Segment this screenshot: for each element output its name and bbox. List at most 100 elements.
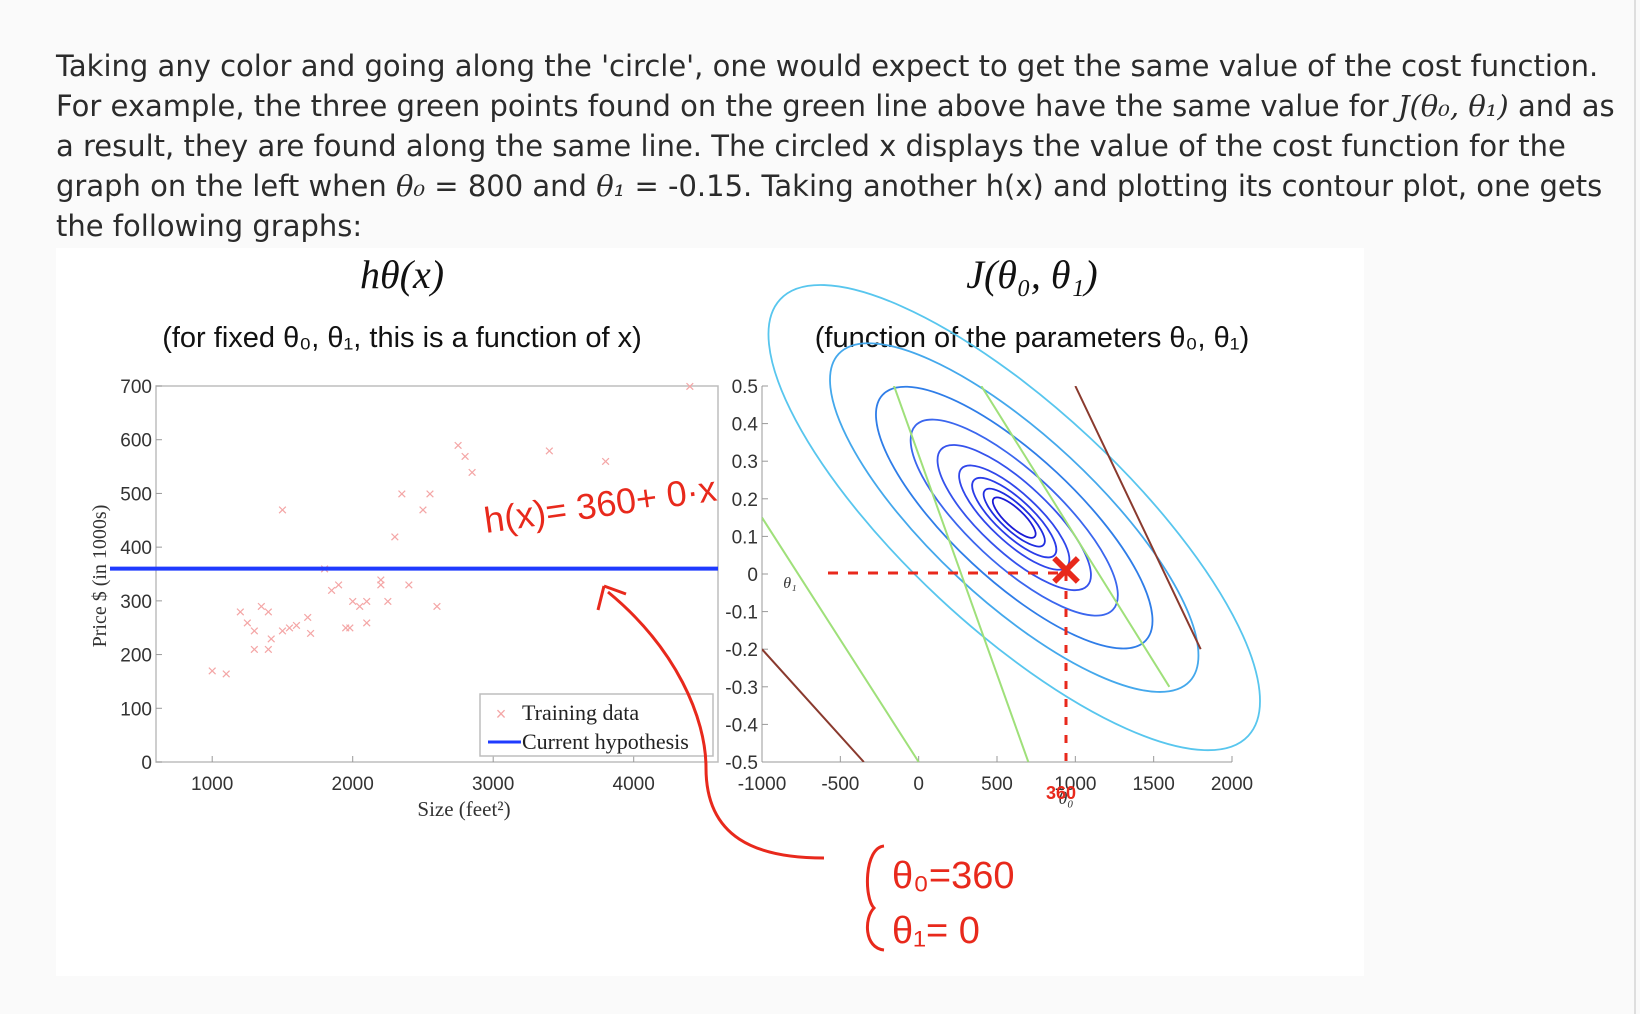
training-data-points: ×××××××××××××××××××××××××××××××××××××××× bbox=[207, 377, 695, 683]
left-x-tick-label: 4000 bbox=[613, 774, 655, 795]
training-data-point: × bbox=[249, 640, 259, 659]
right-x-tick-label: 0 bbox=[913, 774, 924, 795]
contour-ellipse bbox=[936, 444, 1092, 592]
right-y-tick-label: -0.2 bbox=[725, 640, 758, 661]
right-chart-title: J(θ₀, θ₁) bbox=[966, 252, 1098, 297]
right-x-tick-label: -500 bbox=[821, 774, 859, 795]
theta0-marker-annotation: 360 bbox=[1046, 783, 1076, 803]
training-data-point: × bbox=[277, 621, 287, 640]
paragraph-text-3: = 800 and bbox=[425, 169, 597, 203]
legend-training-marker: × bbox=[496, 704, 507, 724]
left-x-tick-label: 1000 bbox=[191, 774, 233, 795]
right-y-tick-label: 0 bbox=[747, 565, 758, 586]
training-data-point: × bbox=[334, 576, 344, 595]
training-data-point: × bbox=[221, 664, 231, 683]
contour-ellipse bbox=[958, 464, 1071, 571]
right-y-tick-label: -0.3 bbox=[725, 678, 758, 699]
theta1-math: θ₁ bbox=[596, 169, 626, 203]
right-y-tick-label: -0.1 bbox=[725, 603, 758, 624]
training-data-point: × bbox=[207, 662, 217, 681]
legend-training-label: Training data bbox=[522, 700, 639, 725]
training-data-point: × bbox=[266, 629, 276, 648]
annotation-arrowhead bbox=[596, 584, 627, 611]
right-y-tick-label: -0.5 bbox=[725, 753, 758, 774]
contour-ellipse bbox=[909, 418, 1119, 617]
training-data-point: × bbox=[249, 621, 259, 640]
training-data-point: × bbox=[242, 613, 252, 632]
right-y-tick-label: 0.4 bbox=[732, 415, 759, 436]
training-data-point: × bbox=[460, 447, 470, 466]
training-data-point: × bbox=[544, 441, 554, 460]
right-x-tick-label: 2000 bbox=[1211, 774, 1253, 795]
training-data-point: × bbox=[292, 616, 302, 635]
legend: × Training data Current hypothesis bbox=[479, 693, 714, 757]
contour-ellipse bbox=[991, 496, 1037, 539]
left-y-tick-label: 400 bbox=[120, 538, 152, 559]
right-x-axis-label: θ₀ bbox=[1058, 788, 1073, 808]
contour-line bbox=[980, 386, 1171, 688]
training-data-point: × bbox=[418, 501, 428, 520]
right-axis-ticks: 0.5 0.4 0.3 0.2 0.1 0 -0.1 -0.2 -0.3 -0.4 -0.5-100… bbox=[725, 377, 1253, 795]
training-data-point: × bbox=[235, 603, 245, 622]
training-data-point: × bbox=[341, 619, 351, 638]
page-edge bbox=[1634, 0, 1636, 1014]
paragraph-text-1: Taking any color and going along the 'ci… bbox=[56, 49, 1599, 123]
contour-line bbox=[762, 648, 865, 762]
right-y-tick-label: -0.4 bbox=[725, 715, 758, 736]
training-data-point: × bbox=[277, 501, 287, 520]
training-data-point: × bbox=[397, 484, 407, 503]
training-data-point: × bbox=[285, 619, 295, 638]
legend-hypothesis-label: Current hypothesis bbox=[522, 729, 689, 754]
theta0-math: θ₀ bbox=[396, 169, 426, 203]
training-data-point: × bbox=[685, 377, 695, 396]
training-data-point: × bbox=[345, 619, 355, 638]
training-data-point: × bbox=[303, 608, 313, 627]
contour-ellipse bbox=[767, 284, 1261, 752]
paragraph-text-2: and as a result, they are found along th… bbox=[56, 89, 1615, 203]
training-data-point: × bbox=[425, 484, 435, 503]
left-y-axis-label: Price $ (in 1000s) bbox=[89, 505, 111, 648]
left-chart-subtitle: (for fixed θ₀, θ₁, this is a function of… bbox=[162, 322, 642, 354]
paragraph-text-4: = -0.15. Taking another h(x) and plottin… bbox=[56, 169, 1603, 243]
left-y-tick-label: 0 bbox=[141, 753, 152, 774]
right-x-tick-label: 500 bbox=[981, 774, 1013, 795]
training-data-point: × bbox=[467, 463, 477, 482]
training-data-point: × bbox=[355, 597, 365, 616]
left-x-axis-label: Size (feet²) bbox=[417, 797, 510, 821]
right-y-tick-label: 0.2 bbox=[732, 490, 758, 511]
training-data-point: × bbox=[362, 592, 372, 611]
contour-line bbox=[892, 386, 1030, 762]
contour-line bbox=[762, 517, 920, 762]
left-x-tick-label: 2000 bbox=[332, 774, 374, 795]
contour-ellipse bbox=[982, 487, 1046, 548]
right-x-tick-label: -1000 bbox=[738, 774, 787, 795]
contour-line bbox=[1074, 386, 1202, 650]
legend-box bbox=[479, 693, 714, 757]
theta1-equation: θ₁= 0 bbox=[892, 910, 980, 952]
training-data-point: × bbox=[263, 603, 273, 622]
training-data-point: × bbox=[256, 597, 266, 616]
right-chart-subtitle: (function of the parameters θ₀, θ₁) bbox=[815, 322, 1249, 354]
training-data-point: × bbox=[327, 581, 337, 600]
right-x-tick-label: 1500 bbox=[1133, 774, 1175, 795]
figure-image: hθ(x) (for fixed θ₀, θ₁, this is a funct… bbox=[56, 248, 1364, 976]
annotation-arrow-curve bbox=[607, 590, 825, 860]
left-y-tick-label: 100 bbox=[120, 699, 152, 720]
contour-ellipse bbox=[829, 342, 1200, 693]
training-data-point: × bbox=[601, 452, 611, 471]
cost-function-math: J(θ₀, θ₁) bbox=[1397, 89, 1509, 123]
left-chart-title: hθ(x) bbox=[360, 252, 444, 297]
left-y-tick-label: 200 bbox=[120, 646, 152, 667]
right-y-tick-label: 0.1 bbox=[732, 527, 758, 548]
training-data-point: × bbox=[376, 576, 386, 595]
annotation-brace bbox=[865, 844, 885, 952]
left-x-tick-label: 3000 bbox=[472, 774, 514, 795]
training-data-point: × bbox=[404, 576, 414, 595]
left-plot-frame bbox=[155, 385, 719, 763]
left-y-tick-label: 700 bbox=[120, 377, 152, 398]
right-y-axis-label: θ₁ bbox=[783, 575, 796, 592]
right-x-tick-label: 1000 bbox=[1054, 774, 1096, 795]
training-data-point: × bbox=[306, 624, 316, 643]
training-data-point: × bbox=[383, 592, 393, 611]
training-data-point: × bbox=[390, 527, 400, 546]
